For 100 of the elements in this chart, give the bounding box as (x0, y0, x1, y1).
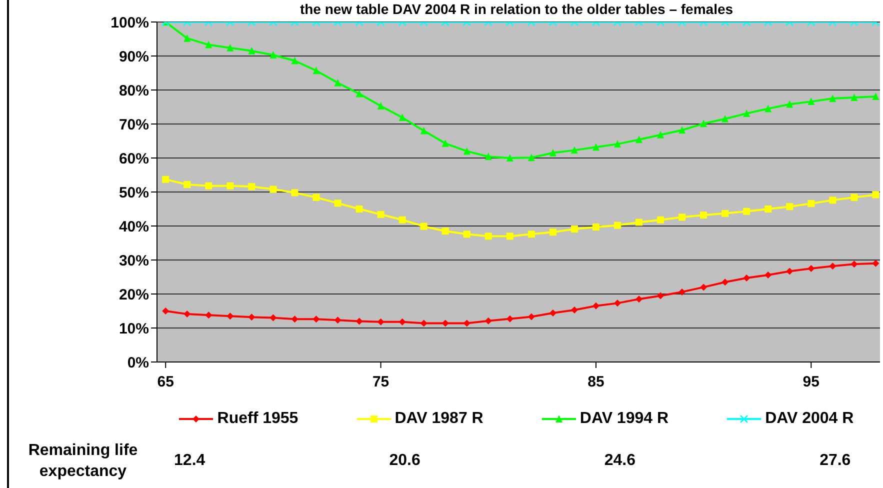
point (270, 314, 277, 322)
point (291, 316, 298, 323)
y-tick-label: 70% (118, 116, 149, 134)
point (398, 114, 406, 122)
x-tick-label: 65 (157, 374, 174, 391)
point (678, 214, 686, 221)
y-tick-label: 90% (118, 48, 149, 66)
point (420, 320, 428, 327)
point (786, 203, 794, 210)
point (377, 318, 384, 326)
point (657, 130, 664, 138)
y-tick-label: 60% (118, 150, 149, 168)
point (657, 292, 664, 300)
point (226, 182, 234, 190)
point (614, 300, 621, 307)
point (678, 288, 686, 296)
point (184, 181, 191, 188)
point (463, 320, 470, 327)
point (872, 191, 880, 198)
text: 27.6 (818, 452, 852, 470)
y-tick-label: 50% (118, 184, 149, 202)
point (786, 268, 794, 275)
point (463, 230, 470, 238)
point (270, 186, 277, 193)
point (808, 265, 815, 272)
point (592, 143, 600, 151)
point (463, 147, 470, 155)
point (312, 194, 320, 201)
point (248, 314, 256, 321)
legend-label: DAV 1987 R (394, 410, 484, 428)
text: 12.4 (173, 452, 206, 470)
point (442, 320, 449, 327)
point (377, 210, 384, 218)
point (528, 230, 535, 238)
point (743, 109, 750, 117)
point (506, 154, 514, 162)
point (549, 148, 556, 156)
point (786, 100, 794, 108)
x-tick-label: 95 (802, 374, 820, 391)
point (850, 260, 858, 268)
point (549, 228, 556, 236)
point (850, 194, 858, 201)
point (549, 310, 556, 317)
text: 24.6 (603, 452, 637, 470)
point (506, 315, 514, 322)
y-tick-label: 0% (127, 354, 149, 372)
text: 20.6 (388, 452, 422, 470)
point (226, 312, 234, 320)
point (442, 139, 449, 147)
point (657, 216, 664, 224)
text: Remaining life expectancy (27, 441, 139, 482)
y-tick-label: 30% (118, 252, 149, 270)
point (420, 222, 428, 230)
point (614, 140, 621, 148)
point (506, 232, 514, 240)
y-tick-label: 100% (110, 14, 149, 32)
legend-label: DAV 1994 R (578, 410, 669, 428)
point (764, 271, 772, 278)
point (743, 208, 750, 215)
point (764, 104, 772, 112)
x-tick-label: 85 (588, 374, 604, 391)
point (808, 98, 815, 106)
point (205, 312, 212, 319)
point (570, 226, 578, 233)
point (398, 216, 406, 224)
point (722, 210, 729, 217)
y-tick-label: 80% (118, 82, 149, 100)
legend-label: Rueff 1955 (216, 410, 298, 428)
point (872, 260, 880, 267)
point (829, 196, 836, 204)
y-tick-label: 40% (118, 218, 149, 236)
point (829, 94, 836, 102)
point (570, 306, 578, 314)
point (291, 189, 298, 196)
y-tick-label: 10% (118, 320, 149, 338)
point (700, 212, 708, 219)
point (484, 232, 492, 240)
point (808, 200, 815, 208)
point (442, 228, 449, 235)
point (334, 316, 342, 324)
y-tick-label: 20% (118, 286, 149, 304)
point (420, 126, 428, 134)
point (636, 218, 642, 226)
x-tick-label: 75 (372, 374, 390, 391)
point (484, 317, 492, 324)
point (592, 302, 600, 310)
point (700, 120, 708, 128)
point (636, 136, 642, 144)
point (184, 310, 191, 318)
point (162, 308, 170, 314)
point (636, 296, 642, 303)
point (248, 183, 256, 190)
point (528, 154, 535, 162)
point (743, 274, 750, 282)
point (614, 222, 621, 229)
point (764, 206, 772, 212)
point (312, 316, 320, 323)
point (356, 206, 363, 212)
point (205, 182, 212, 190)
point (678, 126, 686, 134)
